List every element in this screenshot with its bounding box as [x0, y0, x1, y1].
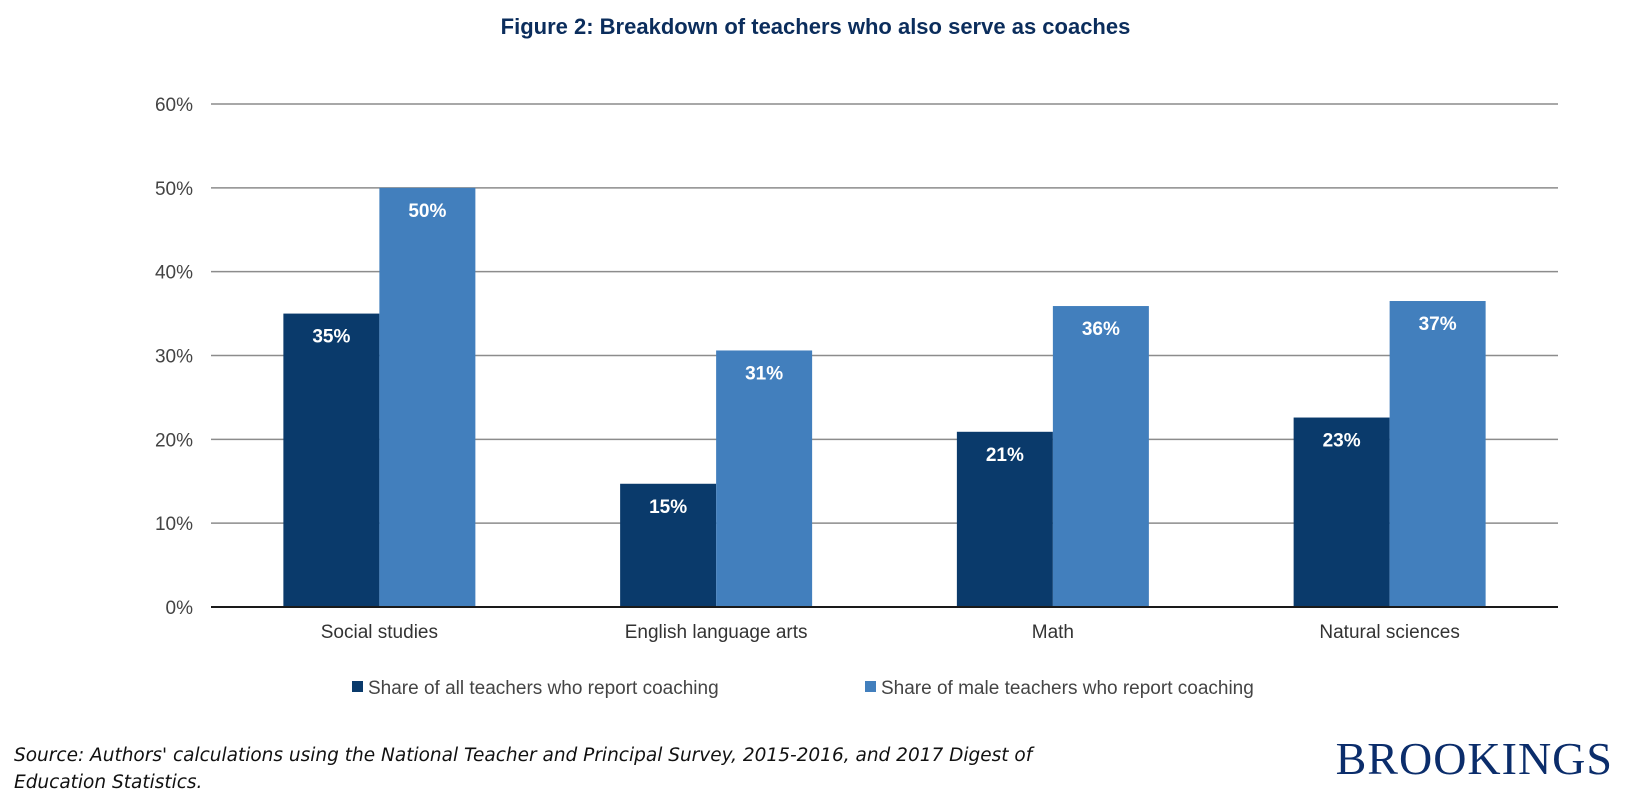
- y-tick-label: 0%: [166, 598, 194, 619]
- data-label: 50%: [408, 201, 446, 222]
- bars: 35% 50% 15% 31% 21% 36% 23% 37%: [283, 187, 1486, 608]
- data-label: 21%: [986, 445, 1024, 466]
- legend-label: Share of male teachers who report coachi…: [881, 678, 1254, 699]
- chart-title: Figure 2: Breakdown of teachers who also…: [500, 14, 1131, 39]
- bar-all-teachers: [620, 483, 717, 607]
- legend-label: Share of all teachers who report coachin…: [368, 678, 719, 699]
- data-label: 37%: [1419, 314, 1457, 335]
- y-tick-label: 40%: [155, 263, 193, 284]
- bar-male-teachers: [1052, 306, 1149, 607]
- category-label: English language arts: [625, 622, 808, 643]
- brookings-logo: BROOKINGS: [1335, 733, 1613, 784]
- data-label: 31%: [745, 363, 783, 384]
- bar-male-teachers: [1389, 301, 1486, 607]
- bar-male-teachers: [379, 187, 476, 608]
- y-tick-label: 10%: [155, 514, 193, 535]
- bar-male-teachers: [716, 350, 813, 607]
- y-tick-label: 50%: [155, 179, 193, 200]
- category-label: Natural sciences: [1319, 622, 1459, 643]
- legend: Share of all teachers who report coachin…: [352, 678, 1254, 699]
- category-label: Social studies: [321, 622, 438, 643]
- y-axis-tick-labels: 0% 10% 20% 30% 40% 50% 60%: [155, 95, 193, 619]
- bar-chart: 0% 10% 20% 30% 40% 50% 60% 35% 50% 15% 31% 21% 36% 2…: [155, 95, 1558, 699]
- bar-all-teachers: [1293, 417, 1390, 607]
- bar-all-teachers: [956, 431, 1053, 607]
- y-tick-label: 20%: [155, 430, 193, 451]
- data-label: 15%: [649, 497, 687, 518]
- category-label: Math: [1032, 622, 1074, 643]
- source-note: Source: Authors' calculations using the …: [14, 745, 1033, 793]
- data-label: 35%: [312, 327, 350, 348]
- data-label: 36%: [1082, 319, 1120, 340]
- data-label: 23%: [1323, 431, 1361, 452]
- legend-swatch: [352, 681, 363, 692]
- bar-all-teachers: [283, 313, 380, 607]
- y-tick-label: 60%: [155, 95, 193, 116]
- x-axis-category-labels: Social studies English language arts Math N…: [321, 622, 1460, 643]
- y-tick-label: 30%: [155, 347, 193, 368]
- legend-swatch: [865, 681, 876, 692]
